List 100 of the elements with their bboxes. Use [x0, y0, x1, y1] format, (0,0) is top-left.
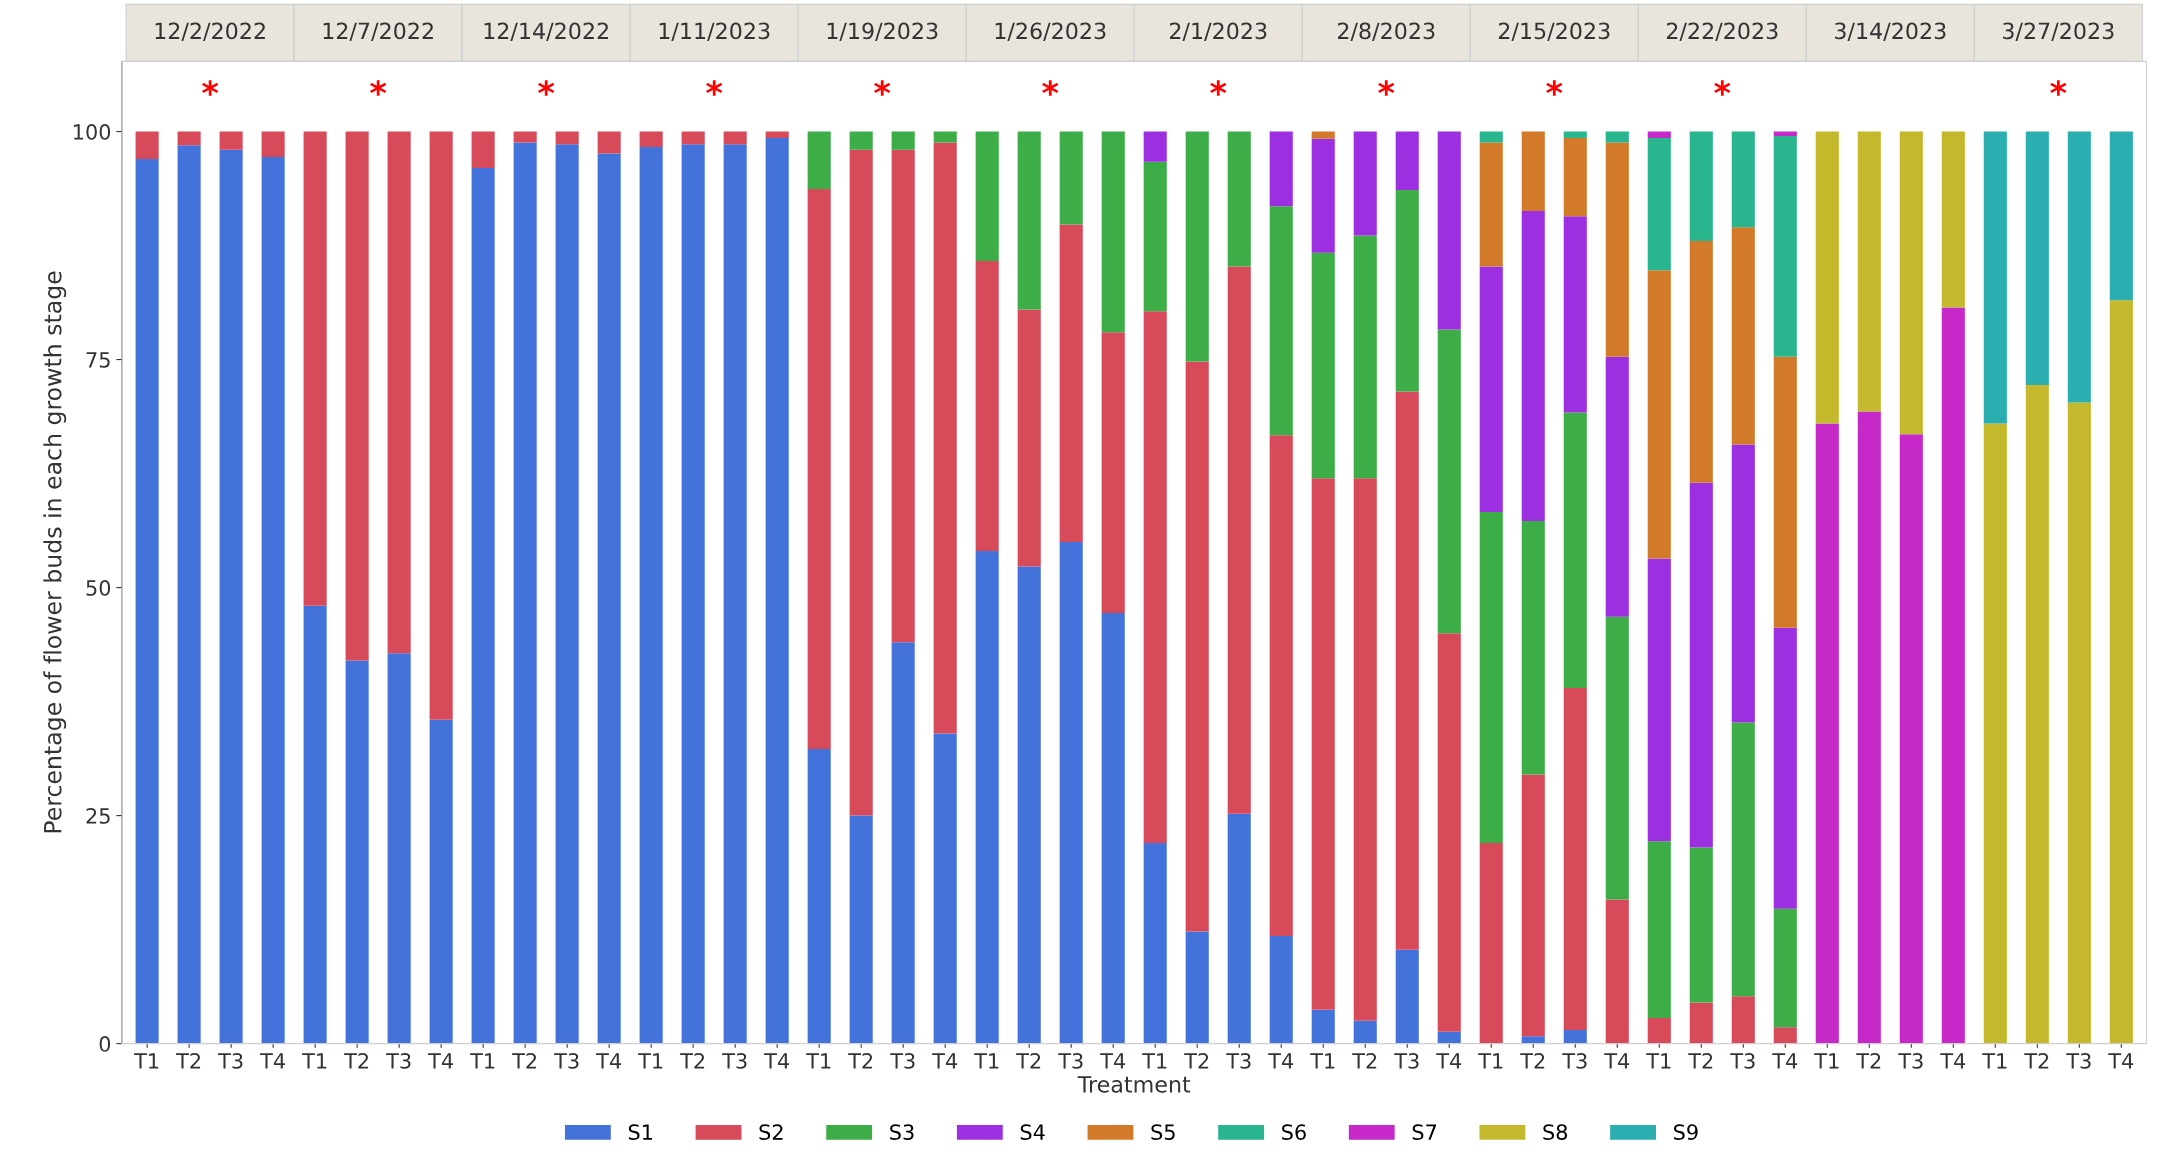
- bar: [1395, 189, 1419, 392]
- x-tick-label: T2: [1520, 1053, 1545, 1069]
- bar: [1395, 949, 1419, 1044]
- text: 3/14/2023: [1835, 22, 1946, 42]
- bar: [345, 131, 369, 661]
- bar: [1605, 142, 1629, 357]
- bar: [219, 149, 243, 1044]
- bar: [1437, 329, 1461, 634]
- bar: [1101, 332, 1125, 614]
- bar: [2067, 131, 2091, 403]
- bar: [177, 131, 201, 146]
- bar: [639, 131, 663, 148]
- bar: [933, 131, 957, 143]
- bar: [303, 131, 327, 606]
- bar: [681, 131, 705, 145]
- bar: [891, 131, 915, 150]
- bar: [387, 653, 411, 1044]
- text: 12/2/2022: [155, 22, 265, 42]
- x-tick-label: T2: [2024, 1053, 2049, 1069]
- bar: [1521, 521, 1545, 775]
- x-tick-label: T4: [1268, 1053, 1294, 1069]
- bar: [555, 144, 579, 1044]
- bar: [1647, 841, 1671, 1019]
- bar: [1605, 899, 1629, 1044]
- legend-label: S8: [1543, 1124, 1568, 1140]
- x-tick-label: T3: [1730, 1053, 1755, 1069]
- x-tick-label: T2: [1856, 1053, 1881, 1069]
- bar: [1647, 270, 1671, 559]
- annotation: *: [874, 80, 891, 96]
- bar: [891, 642, 915, 1044]
- text: 2/15/2023: [1498, 22, 1610, 42]
- y-tick-label: 75: [86, 352, 110, 368]
- bar: [2109, 300, 2133, 1044]
- bar: [1899, 434, 1923, 1044]
- x-tick-label: T4: [1604, 1053, 1630, 1069]
- bar: [1731, 722, 1755, 997]
- bar: [1269, 935, 1293, 1044]
- bar: [1689, 131, 1713, 241]
- text: 2/1/2023: [1169, 22, 1267, 42]
- bar: [765, 137, 789, 1044]
- bar: [1143, 842, 1167, 1044]
- x-tick-label: T1: [974, 1053, 999, 1069]
- bar: [1311, 252, 1335, 479]
- x-tick-label: T1: [1142, 1053, 1167, 1069]
- bar: [1479, 142, 1503, 267]
- bar: [1899, 131, 1923, 435]
- legend-label: S4: [1020, 1124, 1045, 1140]
- x-tick-label: T2: [344, 1053, 369, 1069]
- bar: [1983, 131, 2007, 424]
- bar: [1101, 131, 1125, 333]
- x-tick-label: T3: [1058, 1053, 1083, 1069]
- bar: [1059, 131, 1083, 225]
- x-tick-label: T4: [1940, 1053, 1966, 1069]
- x-tick-label: T1: [1982, 1053, 2007, 1069]
- x-tick-label: T4: [1772, 1053, 1798, 1069]
- bar: [1395, 131, 1419, 190]
- bar: [135, 158, 159, 1044]
- bar: [1185, 361, 1209, 932]
- bar: [1773, 908, 1797, 1028]
- text: 1/19/2023: [827, 22, 938, 42]
- bar: [1521, 210, 1545, 521]
- legend-label: S6: [1282, 1124, 1306, 1140]
- bar: [1479, 266, 1503, 512]
- bar: [933, 733, 957, 1044]
- bar: [1521, 774, 1545, 1037]
- x-tick-label: T1: [1646, 1053, 1671, 1069]
- bar: [345, 660, 369, 1044]
- x-tick-label: T2: [176, 1053, 201, 1069]
- x-tick-label: T2: [512, 1053, 537, 1069]
- annotation: *: [1714, 80, 1731, 96]
- bar: [1773, 1027, 1797, 1044]
- text: 12/14/2022: [484, 22, 608, 42]
- bar: [1773, 356, 1797, 628]
- bar: [1059, 541, 1083, 1044]
- bar: [1647, 558, 1671, 842]
- bar: [1353, 235, 1377, 479]
- x-tick-label: T3: [1562, 1053, 1587, 1069]
- bar: [807, 131, 831, 190]
- bar: [1017, 566, 1041, 1044]
- bar: [1647, 131, 1671, 138]
- bar: [261, 157, 285, 1044]
- bar: [639, 147, 663, 1044]
- x-tick-label: T1: [638, 1053, 663, 1069]
- bar: [513, 131, 537, 143]
- bar: [1563, 131, 1587, 138]
- bar: [1143, 311, 1167, 843]
- bar: [261, 131, 285, 158]
- y-axis-title: Percentage of flower buds in each growth stage: [43, 271, 67, 833]
- bar: [723, 131, 747, 145]
- x-tick-label: T3: [890, 1053, 915, 1069]
- bar: [1353, 131, 1377, 236]
- annotation: *: [370, 80, 387, 96]
- x-tick-label: T3: [218, 1053, 243, 1069]
- x-tick-label: T4: [428, 1053, 453, 1069]
- bar: [1647, 1018, 1671, 1044]
- bar: [1731, 996, 1755, 1044]
- x-tick-label: T2: [1688, 1053, 1713, 1069]
- text: 2/8/2023: [1337, 22, 1435, 42]
- annotation: *: [2050, 80, 2067, 96]
- bar: [1269, 435, 1293, 936]
